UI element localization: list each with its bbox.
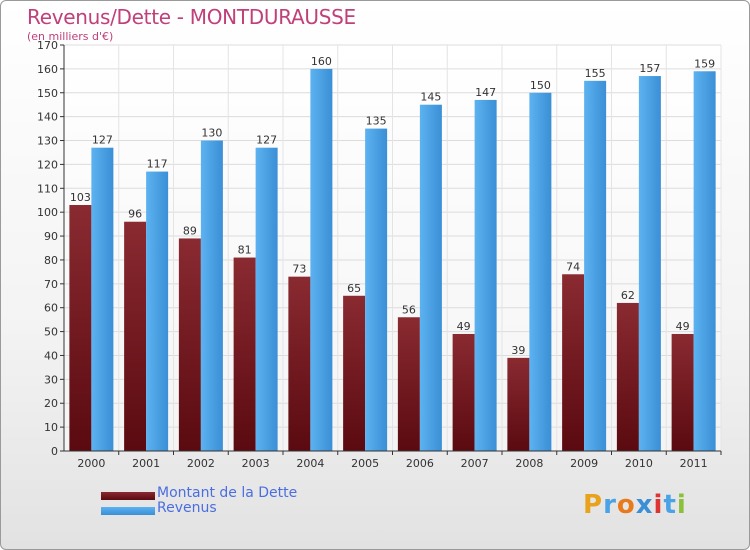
data-label-debt: 56	[402, 303, 416, 316]
bar-revenue	[693, 71, 716, 451]
x-tick-label: 2006	[406, 457, 434, 470]
y-tick-label: 40	[44, 349, 58, 362]
data-label-revenue: 155	[585, 67, 606, 80]
data-label-revenue: 117	[147, 158, 168, 171]
logo-letter: P	[583, 490, 604, 520]
data-label-debt: 49	[676, 320, 690, 333]
x-tick-label: 2008	[515, 457, 543, 470]
bar-debt	[616, 302, 639, 451]
bar-debt	[507, 357, 530, 451]
x-tick-label: 2002	[187, 457, 215, 470]
logo-letter: i	[676, 490, 687, 520]
data-label-debt: 62	[621, 289, 635, 302]
proxiti-logo: Proxiti	[583, 490, 687, 520]
data-label-debt: 39	[511, 344, 525, 357]
data-label-revenue: 159	[694, 57, 715, 70]
data-label-debt: 103	[70, 191, 91, 204]
data-label-debt: 89	[183, 224, 197, 237]
x-tick-label: 2005	[351, 457, 379, 470]
data-label-debt: 81	[238, 244, 252, 257]
x-tick-label: 2000	[77, 457, 105, 470]
y-tick-label: 20	[44, 397, 58, 410]
y-tick-label: 70	[44, 278, 58, 291]
y-tick-label: 30	[44, 373, 58, 386]
y-tick-label: 160	[37, 63, 58, 76]
data-label-revenue: 130	[201, 127, 222, 140]
y-tick-label: 110	[37, 182, 58, 195]
data-label-debt: 49	[457, 320, 471, 333]
bar-revenue	[584, 80, 607, 451]
legend-label-revenue: Revenus	[157, 500, 217, 516]
bar-revenue	[419, 104, 442, 452]
bar-debt	[178, 238, 201, 451]
chart-title: Revenus/Dette - MONTDURAUSSE	[27, 5, 356, 29]
y-tick-label: 130	[37, 135, 58, 148]
data-label-debt: 73	[292, 263, 306, 276]
bar-revenue	[529, 92, 552, 451]
x-tick-label: 2010	[625, 457, 653, 470]
bar-debt	[233, 257, 256, 451]
data-label-debt: 74	[566, 260, 580, 273]
y-tick-label: 120	[37, 158, 58, 171]
bar-revenue	[255, 147, 278, 451]
bar-revenue	[638, 76, 661, 451]
data-label-revenue: 127	[256, 134, 277, 147]
data-label-revenue: 150	[530, 79, 551, 92]
data-label-revenue: 147	[475, 86, 496, 99]
logo-letter: i	[653, 490, 664, 520]
bar-revenue	[365, 128, 388, 451]
bar-debt	[124, 221, 147, 451]
bar-revenue	[91, 147, 114, 451]
y-tick-label: 80	[44, 254, 58, 267]
data-label-revenue: 145	[420, 91, 441, 104]
data-label-debt: 96	[128, 208, 142, 221]
bar-revenue	[474, 99, 497, 451]
data-label-revenue: 135	[366, 115, 387, 128]
bar-debt	[288, 276, 311, 451]
y-tick-label: 0	[51, 445, 58, 458]
legend-swatch-debt	[101, 492, 155, 500]
x-tick-label: 2009	[570, 457, 598, 470]
logo-letter: t	[663, 490, 677, 520]
x-tick-label: 2003	[242, 457, 270, 470]
x-tick-label: 2004	[296, 457, 324, 470]
logo-letter: x	[635, 490, 654, 520]
bar-debt	[69, 205, 92, 451]
bar-debt	[671, 333, 694, 451]
bar-debt	[343, 295, 366, 451]
chart-subtitle: (en milliers d'€)	[27, 30, 114, 43]
y-tick-label: 170	[37, 39, 58, 52]
logo-letter: r	[603, 490, 617, 520]
y-tick-label: 100	[37, 206, 58, 219]
bar-revenue	[310, 68, 333, 451]
bar-debt	[397, 317, 420, 451]
x-tick-label: 2007	[461, 457, 489, 470]
data-label-revenue: 160	[311, 55, 332, 68]
bar-revenue	[200, 140, 223, 451]
bar-debt	[452, 333, 475, 451]
y-tick-label: 60	[44, 302, 58, 315]
data-label-revenue: 127	[92, 134, 113, 147]
bar-debt	[562, 274, 585, 451]
data-label-debt: 65	[347, 282, 361, 295]
x-tick-label: 2011	[680, 457, 708, 470]
y-tick-label: 50	[44, 326, 58, 339]
legend-swatch-revenue	[101, 507, 155, 515]
y-tick-label: 140	[37, 111, 58, 124]
y-tick-label: 90	[44, 230, 58, 243]
x-tick-label: 2001	[132, 457, 160, 470]
data-label-revenue: 157	[639, 62, 660, 75]
logo-letter: o	[616, 490, 636, 520]
y-tick-label: 150	[37, 87, 58, 100]
bar-revenue	[146, 171, 169, 451]
legend-label-debt: Montant de la Dette	[157, 485, 298, 501]
y-tick-label: 10	[44, 421, 58, 434]
